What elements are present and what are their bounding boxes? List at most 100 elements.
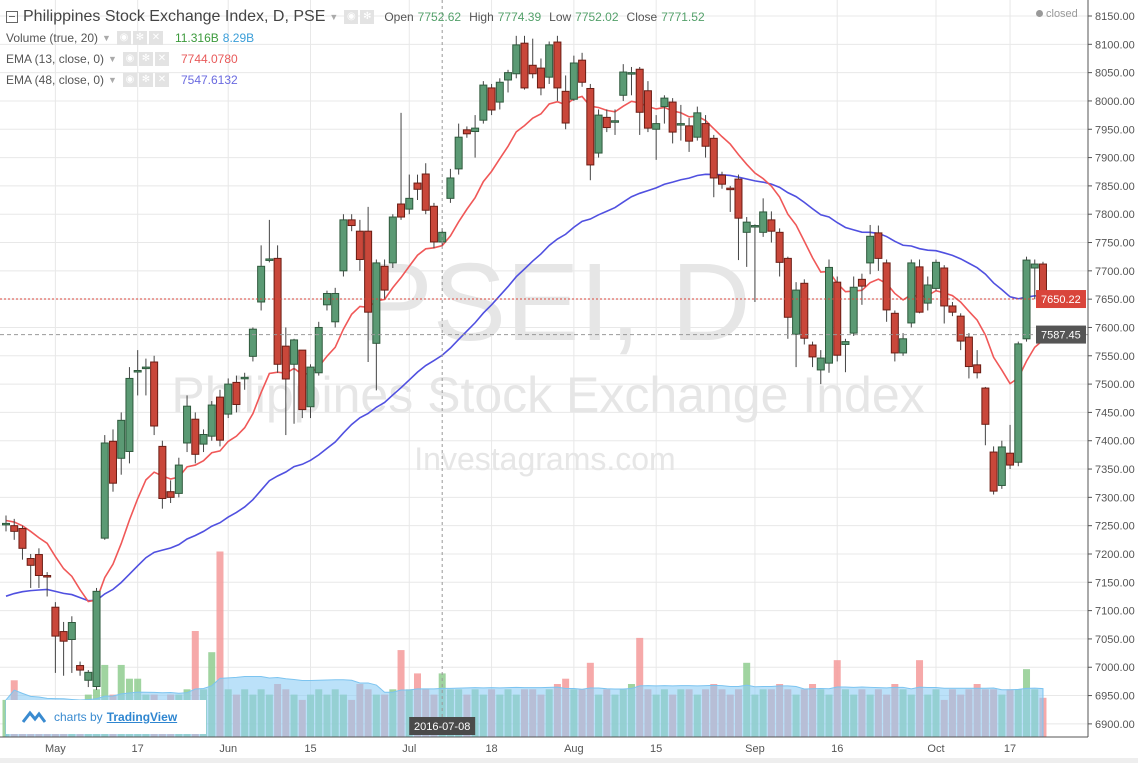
candle [84,670,93,688]
candle [792,282,801,368]
eye-icon[interactable]: ◉ [116,30,131,45]
volume-ma-value: 8.29B [222,30,255,45]
candle-body [158,445,167,499]
candle [273,245,282,373]
candle-body [726,187,735,191]
chevron-down-icon[interactable]: ▼ [102,32,111,43]
candle-body [586,87,595,166]
candle [989,446,998,495]
candle-body [174,464,183,494]
candle [866,224,875,275]
market-status-text: closed [1046,8,1078,20]
candle [676,104,685,141]
candle-body [899,338,908,354]
candle-body [413,182,422,190]
candle-body [240,376,249,380]
candle-body [866,235,875,264]
volume-ma-area [5,676,1044,738]
candle [528,38,537,79]
candle-body [767,219,776,232]
candle-body [100,442,109,539]
candle-body [471,127,480,133]
candle [635,66,644,135]
indicator-label[interactable]: Volume (true, 20) [6,30,99,45]
candle-body [405,197,414,210]
gear-icon[interactable]: ✻ [138,51,153,66]
candle [34,548,43,588]
candle [125,367,134,464]
close-icon[interactable]: ✕ [148,30,163,45]
close-icon[interactable]: ✕ [154,72,169,87]
chevron-down-icon[interactable]: ▼ [108,53,117,64]
last-price-label-box [1036,290,1086,309]
symbol-title[interactable]: Philippines Stock Exchange Index, D, PSE [23,7,326,25]
candle [298,349,307,419]
watermark-site: Investagrams.com [414,441,675,477]
gear-icon[interactable]: ✻ [360,9,375,24]
gear-icon[interactable]: ✻ [138,72,153,87]
time-tick-label: Aug [564,743,584,755]
eye-icon[interactable]: ◉ [122,51,137,66]
candle-body [849,286,858,334]
eye-icon[interactable]: ◉ [344,9,359,24]
bottom-scrollbar[interactable] [0,758,1138,763]
ema48-value: 7547.6132 [180,72,238,87]
candle-body [67,622,76,640]
candle-body [166,491,175,498]
eye-icon[interactable]: ◉ [122,72,137,87]
indicator-label[interactable]: EMA (48, close, 0) [6,72,105,87]
candle-body [545,44,554,78]
candle-body [512,44,521,75]
candle [1014,341,1023,467]
candle [2,515,10,532]
candle-body [676,123,685,126]
candle-body [874,232,883,259]
indicator-volume: Volume (true, 20) ▼ ◉ ✻ ✕ 11.316B 8.29B [6,27,705,48]
gear-icon[interactable]: ✻ [132,30,147,45]
volume-value: 11.316B [174,30,219,45]
candle [660,95,669,124]
candle-body [26,558,35,566]
candle [150,355,159,436]
tradingview-badge[interactable]: charts by TradingView [6,700,206,734]
candle [899,333,908,356]
candle-body [734,178,743,219]
candle-body [627,72,636,75]
candle [759,198,768,237]
candle [454,123,463,175]
candle [643,81,652,133]
candle [1022,256,1031,342]
price-tick-label: 7350.00 [1095,464,1135,476]
candle-body [825,266,833,364]
indicator-label[interactable]: EMA (13, close, 0) [6,51,105,66]
candle-body [742,221,751,233]
candle-body [133,370,142,373]
candle-body [92,590,101,687]
collapse-icon[interactable] [6,10,18,23]
candle-body [207,404,216,437]
chevron-down-icon[interactable]: ▼ [108,74,117,85]
candle-body [479,84,488,121]
candle-body [495,81,504,103]
candle-body [355,230,364,261]
candle-body [388,216,397,264]
chevron-down-icon[interactable]: ▼ [329,11,339,22]
candle-body [372,262,381,344]
candle-body [956,315,965,342]
candle [520,35,529,90]
candle [718,171,727,189]
price-tick-label: 7850.00 [1095,181,1135,193]
candle [561,75,570,130]
candle [43,572,52,597]
tradingview-link[interactable]: TradingView [106,710,178,724]
candle [726,185,735,212]
candle-body [265,258,274,261]
candle-body [833,281,842,356]
close-icon[interactable]: ✕ [154,51,169,66]
time-tick-label: Jul [402,743,416,755]
candle-body [1022,259,1031,340]
candle [997,440,1006,489]
low-value: 7752.02 [575,9,619,24]
crosshair-date-box [409,717,476,735]
